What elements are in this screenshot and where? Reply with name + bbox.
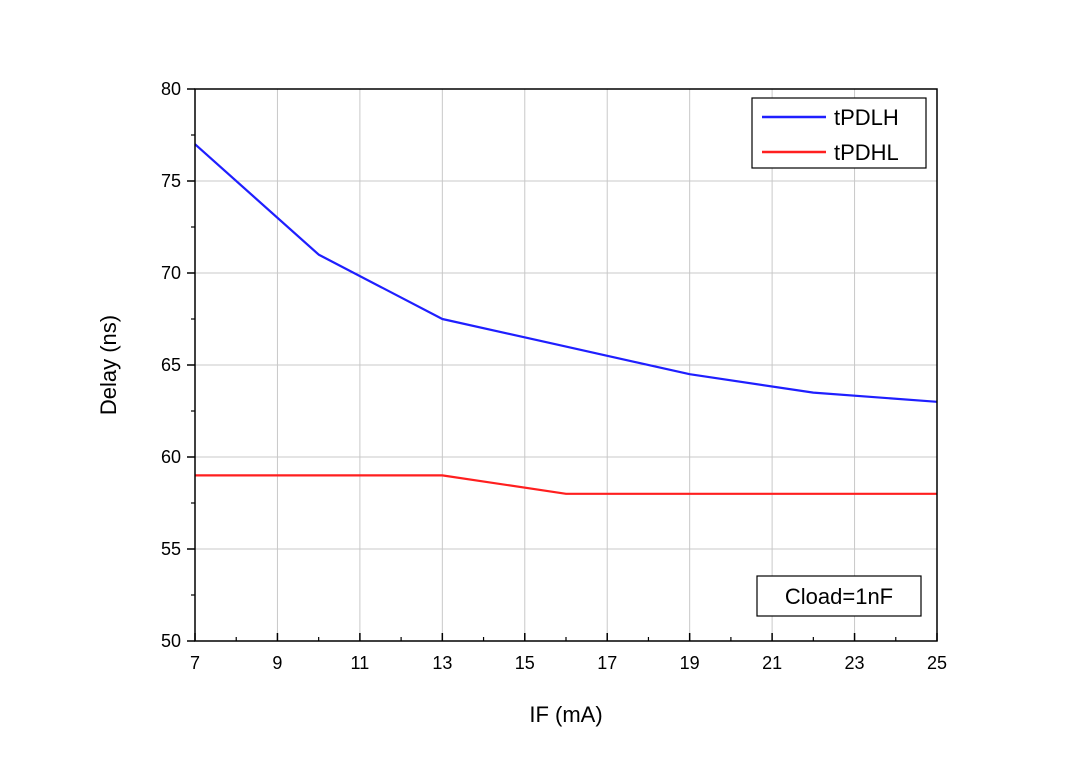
annotation-text: Cload=1nF xyxy=(785,584,893,609)
y-tick-label: 50 xyxy=(161,631,181,651)
x-tick-label: 15 xyxy=(515,653,535,673)
x-axis-title: IF (mA) xyxy=(529,702,602,727)
x-tick-label: 13 xyxy=(432,653,452,673)
axis-ticks xyxy=(187,88,938,642)
y-axis-title: Delay (ns) xyxy=(96,315,121,415)
x-tick-label: 23 xyxy=(845,653,865,673)
x-tick-label: 11 xyxy=(351,653,370,673)
x-tick-label: 7 xyxy=(190,653,200,673)
legend-box xyxy=(751,97,927,169)
x-tick-label: 17 xyxy=(597,653,617,673)
legend: tPDLH tPDHL xyxy=(751,97,927,169)
annotation-box: Cload=1nF xyxy=(756,575,922,617)
legend-label-tpdhl: tPDHL xyxy=(834,140,899,165)
series-line-tpdhl xyxy=(195,474,937,495)
x-tick-label: 19 xyxy=(680,653,700,673)
y-tick-label: 55 xyxy=(161,539,181,559)
x-tick-label: 21 xyxy=(762,653,782,673)
y-tick-label: 60 xyxy=(161,447,181,467)
legend-label-tpdlh: tPDLH xyxy=(834,105,899,130)
series-lines xyxy=(194,143,938,495)
x-tick-label: 25 xyxy=(927,653,947,673)
y-tick-label: 75 xyxy=(161,171,181,191)
y-tick-label: 70 xyxy=(161,263,181,283)
grid xyxy=(194,88,938,642)
tick-labels: 7 9 11 13 15 17 19 21 23 25 50 55 60 65 70 75 80 xyxy=(161,79,947,673)
y-tick-label: 80 xyxy=(161,79,181,99)
annotation-frame xyxy=(756,575,922,617)
y-tick-label: 65 xyxy=(161,355,181,375)
x-tick-label: 9 xyxy=(272,653,282,673)
series-line-tpdlh xyxy=(194,143,938,403)
